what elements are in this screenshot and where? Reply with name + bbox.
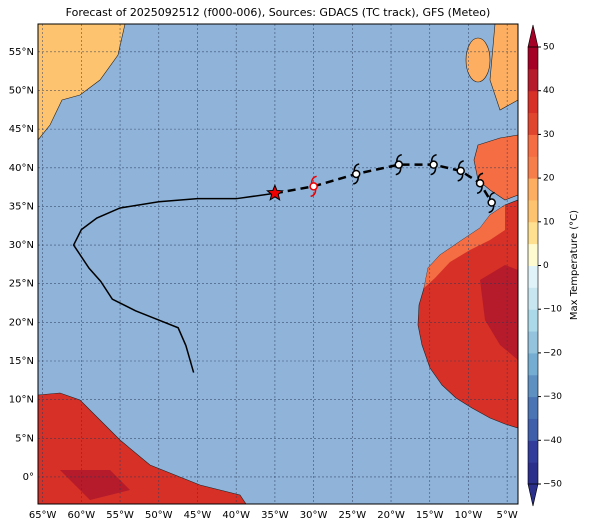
y-tick-label: 50°N bbox=[9, 85, 34, 96]
grid bbox=[38, 24, 518, 504]
british-isles bbox=[465, 37, 491, 83]
storm-marker-arm bbox=[430, 153, 437, 176]
colorbar-tick-label: 40 bbox=[543, 86, 555, 96]
map-title: Forecast of 2025092512 (f000-006), Sourc… bbox=[66, 6, 491, 19]
x-tick-label: 15°W bbox=[416, 510, 444, 521]
colorbar-swatch bbox=[528, 440, 538, 463]
colorbar-swatch bbox=[528, 265, 538, 288]
y-tick-label: 10°N bbox=[9, 395, 34, 406]
storm-marker-arm bbox=[310, 175, 317, 198]
y-tick-label: 20°N bbox=[9, 317, 34, 328]
x-tick-label: 40°W bbox=[222, 510, 250, 521]
storm-marker bbox=[351, 169, 361, 179]
x-tick-label: 55°W bbox=[106, 510, 134, 521]
y-tick-label: 30°N bbox=[9, 240, 34, 251]
europe bbox=[489, 24, 518, 111]
current-position bbox=[266, 183, 284, 201]
sahara-hot bbox=[480, 265, 518, 360]
colorbar-swatch bbox=[528, 396, 538, 419]
colorbar-tick-label: −10 bbox=[543, 305, 562, 315]
storm-marker bbox=[394, 160, 404, 169]
x-tick-label: 5°W bbox=[497, 510, 518, 521]
y-tick-label: 5°N bbox=[15, 433, 34, 444]
colorbar-swatch bbox=[528, 221, 538, 245]
colorbar-swatch bbox=[528, 243, 538, 266]
colorbar: −50 −40 −30 −20 −10 0 10 20 30 40 50 bbox=[527, 24, 562, 507]
storm-marker bbox=[487, 198, 496, 207]
colorbar-swatch bbox=[528, 90, 538, 114]
storm-marker-arm bbox=[457, 160, 464, 182]
colorbar-swatch bbox=[528, 462, 538, 485]
tracks bbox=[72, 153, 496, 373]
x-tick-label: 35°W bbox=[261, 510, 289, 521]
track-line bbox=[72, 192, 276, 373]
x-tick-label: 45°W bbox=[184, 510, 212, 521]
storm-marker-arm bbox=[488, 191, 495, 214]
y-tick-label: 40°N bbox=[9, 163, 34, 174]
colorbar-swatch bbox=[528, 156, 538, 179]
colorbar-tick-label: −50 bbox=[543, 480, 562, 490]
colorbar-tick-label: −30 bbox=[543, 392, 562, 402]
x-tick-label: 50°W bbox=[145, 510, 173, 521]
colorbar-extend-top bbox=[527, 24, 539, 48]
colorbar-label: Max Temperature (°C) bbox=[569, 210, 580, 320]
colorbar-swatch bbox=[528, 309, 538, 332]
colorbar-tick-label: 0 bbox=[543, 261, 549, 271]
y-tick-label: 55°N bbox=[9, 47, 34, 58]
storm-marker bbox=[309, 182, 318, 191]
colorbar-swatch bbox=[528, 134, 538, 157]
x-tick-label: 20°W bbox=[377, 510, 405, 521]
colorbar-swatch bbox=[528, 374, 538, 398]
y-tick-label: 45°N bbox=[9, 124, 34, 135]
colorbar-tick-label: 10 bbox=[543, 217, 555, 227]
colorbar-swatch bbox=[528, 68, 538, 92]
colorbar-swatch bbox=[528, 418, 538, 441]
x-tick-label: 65°W bbox=[29, 510, 57, 521]
x-tick-label: 30°W bbox=[300, 510, 328, 521]
colorbar-swatch bbox=[528, 178, 538, 201]
x-tick-label: 10°W bbox=[455, 510, 483, 521]
map-frame bbox=[37, 23, 519, 505]
storm-marker bbox=[456, 166, 465, 176]
land bbox=[38, 24, 518, 504]
amazon-hot bbox=[60, 470, 130, 500]
storm-marker-arm bbox=[476, 172, 484, 194]
colorbar-swatch bbox=[528, 47, 538, 70]
colorbar-swatch bbox=[528, 112, 538, 135]
storm-marker-arm bbox=[353, 163, 360, 185]
x-tick-label: 60°W bbox=[68, 510, 96, 521]
colorbar-swatch bbox=[528, 287, 538, 310]
colorbar-tick-label: 50 bbox=[543, 43, 555, 53]
colorbar-swatch bbox=[528, 352, 538, 376]
colorbar-extend-bottom bbox=[527, 483, 539, 507]
y-tick-label: 15°N bbox=[9, 356, 34, 367]
storm-marker-arm bbox=[395, 153, 402, 176]
y-tick-label: 25°N bbox=[9, 279, 34, 290]
y-tick-label: 0° bbox=[23, 472, 34, 483]
y-tick-label: 35°N bbox=[9, 201, 34, 212]
colorbar-tick-label: −20 bbox=[543, 348, 562, 358]
x-tick-label: 25°W bbox=[339, 510, 367, 521]
colorbar-swatch bbox=[528, 331, 538, 354]
africa-coast bbox=[424, 205, 505, 288]
storm-marker bbox=[429, 160, 438, 169]
colorbar-tick-label: 30 bbox=[543, 130, 555, 140]
storm-marker bbox=[475, 178, 485, 188]
colorbar-swatch bbox=[528, 199, 538, 223]
colorbar-tick-label: 20 bbox=[543, 174, 555, 184]
colorbar-tick-label: −40 bbox=[543, 436, 562, 446]
